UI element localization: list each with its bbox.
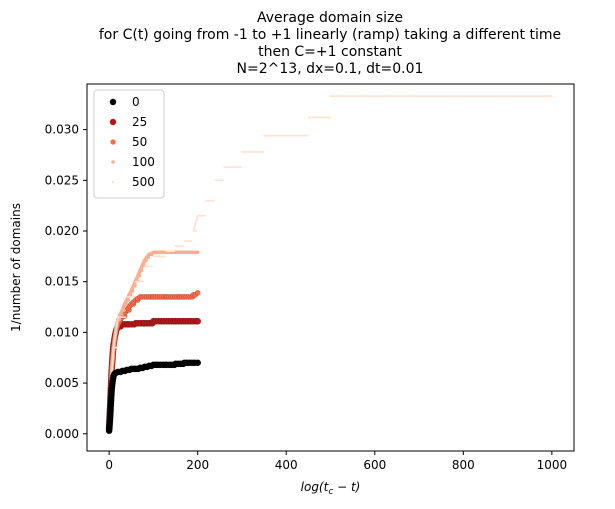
data-point [194,359,202,367]
data-point [164,255,167,258]
data-point [329,116,331,119]
data-point [221,179,224,182]
y-tick-label: 0.015 [45,275,79,289]
data-point [550,95,553,98]
x-tick-label: 200 [186,458,209,472]
y-axis-label: 1/number of domains [9,203,23,332]
legend-marker-50 [110,139,116,145]
legend-marker-100 [111,160,115,164]
data-point [172,250,175,253]
data-point [194,290,201,296]
y-axis: 0.000 0.005 0.010 0.015 0.020 0.025 0.030 [45,123,87,441]
x-axis: 0 200 400 600 800 1000 [105,451,567,472]
legend-label-50: 50 [132,135,147,149]
plot-area [86,83,575,452]
data-layer [105,95,553,435]
x-axis-label: log(tc − t) [301,480,361,497]
y-tick-label: 0.000 [45,427,79,441]
y-tick-label: 0.030 [45,123,79,137]
data-point [203,214,206,217]
y-tick-label: 0.025 [45,173,79,187]
x-tick-label: 800 [452,458,475,472]
data-point [150,265,153,268]
data-point [212,199,215,202]
legend-marker-25 [109,118,117,126]
legend: 0 25 50 100 500 [93,89,165,199]
legend-marker-0 [109,98,117,106]
legend-label-500: 500 [132,175,155,189]
data-point [181,245,184,248]
legend-label-100: 100 [132,155,155,169]
x-tick-label: 0 [105,458,113,472]
data-point [240,166,242,169]
legend-box [93,89,165,199]
title-line: then C=+1 constant [258,44,402,60]
title-line: N=2^13, dx=0.1, dt=0.01 [237,61,424,77]
legend-label-0: 0 [132,95,140,109]
data-point [195,230,198,232]
data-point [262,151,265,153]
data-point [195,250,200,255]
series-100 [107,250,200,431]
title-line: for C(t) going from -1 to +1 linearly (r… [99,27,561,43]
y-tick-label: 0.005 [45,376,79,390]
data-point [194,317,202,325]
data-point [142,280,144,283]
legend-marker-500 [111,180,115,184]
y-tick-label: 0.010 [45,325,79,339]
data-point [124,316,127,319]
legend-label-25: 25 [132,115,147,129]
series-500 [108,95,553,430]
data-point [190,240,193,243]
x-tick-label: 600 [363,458,386,472]
data-point [116,346,119,349]
x-tick-label: 400 [275,458,298,472]
data-point [133,296,135,298]
x-tick-label: 1000 [537,458,568,472]
data-point [306,134,308,137]
title-line: Average domain size [257,10,403,26]
y-tick-label: 0.020 [45,224,79,238]
series-0 [105,359,202,435]
